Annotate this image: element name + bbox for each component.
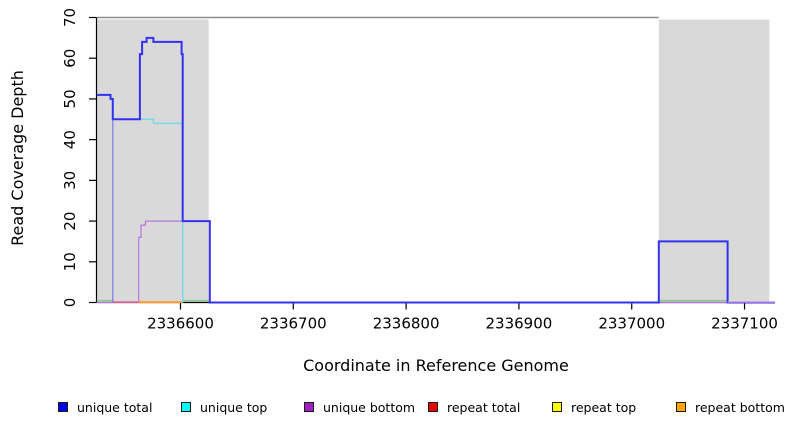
legend-swatch-repeat-top (552, 402, 562, 412)
series-unique-total (97, 36, 775, 304)
x-tick-label: 2337100 (711, 315, 778, 333)
legend-swatch-repeat-bottom (676, 402, 686, 412)
y-tick-label: 40 (61, 130, 79, 149)
x-tick-label: 2336700 (260, 315, 327, 333)
x-tick-label: 2336900 (486, 315, 553, 333)
y-tick-label: 60 (61, 49, 79, 68)
chart-canvas: 2336600 2336700 2336800 2336900 2337000 23371… (61, 8, 778, 333)
legend-item-repeat-total: repeat total (428, 398, 520, 416)
legend-label: unique bottom (323, 399, 416, 415)
legend-label: repeat bottom (695, 399, 785, 415)
legend-label: unique total (77, 399, 153, 415)
y-tick-label: 70 (61, 8, 79, 27)
legend-swatch-unique-total (58, 402, 68, 412)
legend-item-unique-top: unique top (181, 398, 267, 416)
legend: unique total unique top unique bottom repea… (0, 398, 792, 420)
y-tick-label: 50 (61, 89, 79, 108)
y-axis-title: Read Coverage Depth (8, 70, 27, 246)
legend-item-repeat-top: repeat top (552, 398, 636, 416)
x-tick-label: 2336800 (373, 315, 440, 333)
y-tick-label: 0 (61, 298, 79, 308)
x-axis-title: Coordinate in Reference Genome (303, 356, 569, 375)
y-tick-label: 20 (61, 212, 79, 231)
y-tick-label: 30 (61, 171, 79, 190)
legend-label: repeat top (571, 399, 637, 415)
legend-label: unique top (200, 399, 268, 415)
x-tick-label: 2337000 (598, 315, 665, 333)
legend-swatch-unique-bottom (304, 402, 314, 412)
legend-swatch-repeat-total (428, 402, 438, 412)
legend-label: repeat total (447, 399, 521, 415)
flanking-region-right (658, 19, 770, 303)
legend-item-unique-total: unique total (58, 398, 152, 416)
flanking-region-left (97, 19, 209, 303)
y-tick-label: 10 (61, 252, 79, 271)
legend-item-unique-bottom: unique bottom (304, 398, 415, 416)
legend-item-repeat-bottom: repeat bottom (676, 398, 785, 416)
legend-swatch-unique-top (181, 402, 191, 412)
x-tick-label: 2336600 (147, 315, 214, 333)
